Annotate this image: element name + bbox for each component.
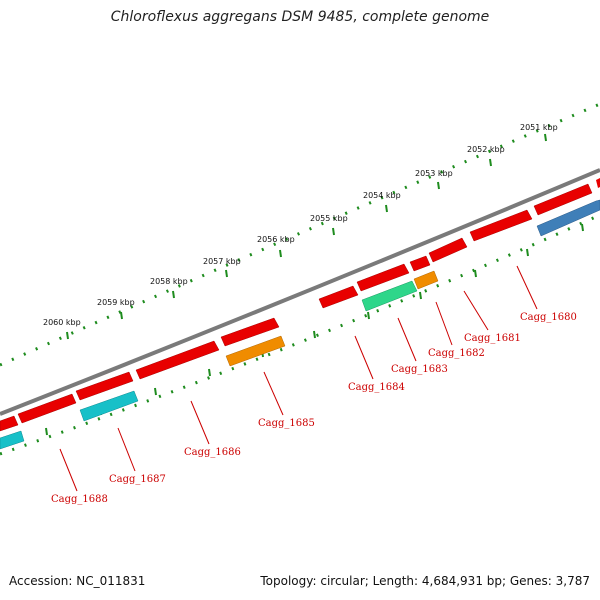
gene-blue[interactable] [536,199,600,237]
gene-red[interactable] [533,183,593,216]
gene-red[interactable] [75,371,134,401]
outer-major-ticks [66,133,547,340]
label-connectors [59,265,538,492]
gene-red[interactable] [356,263,410,292]
kbp-label-2052: 2052 kbp [467,145,505,154]
gene-label-cagg-1684: Cagg_1684 [348,382,405,393]
gene-label-cagg-1687: Cagg_1687 [109,474,166,485]
genome-backbone [0,168,600,416]
genome-summary-text: Topology: circular; Length: 4,684,931 bp… [260,574,590,588]
reverse-genes [0,199,600,450]
gene-red[interactable] [596,178,600,188]
accession-text: Accession: NC_011831 [9,574,146,588]
kbp-label-2051: 2051 kbp [520,123,558,132]
gene-red[interactable] [220,317,280,347]
gene-label-cagg-1683: Cagg_1683 [391,364,448,375]
kbp-label-2058: 2058 kbp [150,277,188,286]
kbp-label-2060: 2060 kbp [43,318,81,327]
gene-red[interactable] [0,415,19,432]
gene-label-cagg-1685: Cagg_1685 [258,418,315,429]
gene-cyan[interactable] [79,390,139,422]
kbp-label-2054: 2054 kbp [363,191,401,200]
kbp-label-2056: 2056 kbp [257,235,295,244]
gene-red[interactable] [17,393,77,424]
gene-label-cagg-1688: Cagg_1688 [51,494,108,505]
gene-green[interactable] [361,280,418,312]
gene-label-cagg-1686: Cagg_1686 [184,447,241,458]
gene-red[interactable] [469,209,533,242]
gene-red[interactable] [428,237,468,263]
kbp-label-2053: 2053 kbp [415,169,453,178]
gene-label-cagg-1682: Cagg_1682 [428,348,485,359]
gene-label-cagg-1681: Cagg_1681 [464,333,521,344]
gene-cyan[interactable] [0,430,25,450]
gene-red[interactable] [409,255,431,272]
gene-orange[interactable] [225,335,286,367]
gene-red[interactable] [135,340,220,380]
gene-red[interactable] [318,285,359,309]
kbp-label-2059: 2059 kbp [97,298,135,307]
forward-genes [0,178,600,432]
gene-label-cagg-1680: Cagg_1680 [520,312,577,323]
gene-orange[interactable] [413,270,439,290]
kbp-label-2057: 2057 kbp [203,257,241,266]
outer-tick-ring [0,102,600,367]
map-title: Chloroflexus aggregans DSM 9485, complet… [110,9,490,25]
kbp-label-2055: 2055 kbp [310,214,348,223]
